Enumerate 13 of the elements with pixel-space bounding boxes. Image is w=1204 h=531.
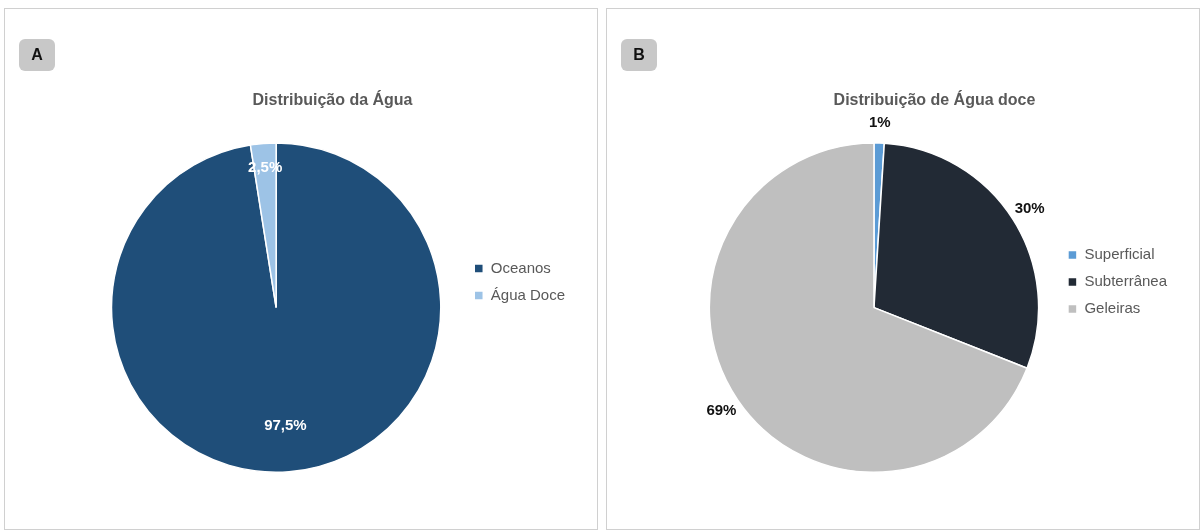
legend-label: Superficial — [1084, 245, 1155, 263]
chart-title: Distribuição de Água doce — [833, 90, 1036, 109]
data-label: 1% — [868, 113, 891, 131]
text: A — [19, 39, 55, 71]
data-label: 30% — [1014, 198, 1045, 216]
legend-label: Geleiras — [1084, 299, 1141, 317]
data-label: 97,5% — [264, 415, 307, 433]
chart-title: Distribuição da Água — [252, 90, 413, 109]
legend-label: Água Doce — [490, 285, 565, 303]
legend-label: Oceanos — [490, 258, 551, 276]
legend-label: Subterrânea — [1084, 272, 1168, 290]
data-label: 69% — [706, 401, 737, 419]
text: B — [621, 39, 657, 71]
